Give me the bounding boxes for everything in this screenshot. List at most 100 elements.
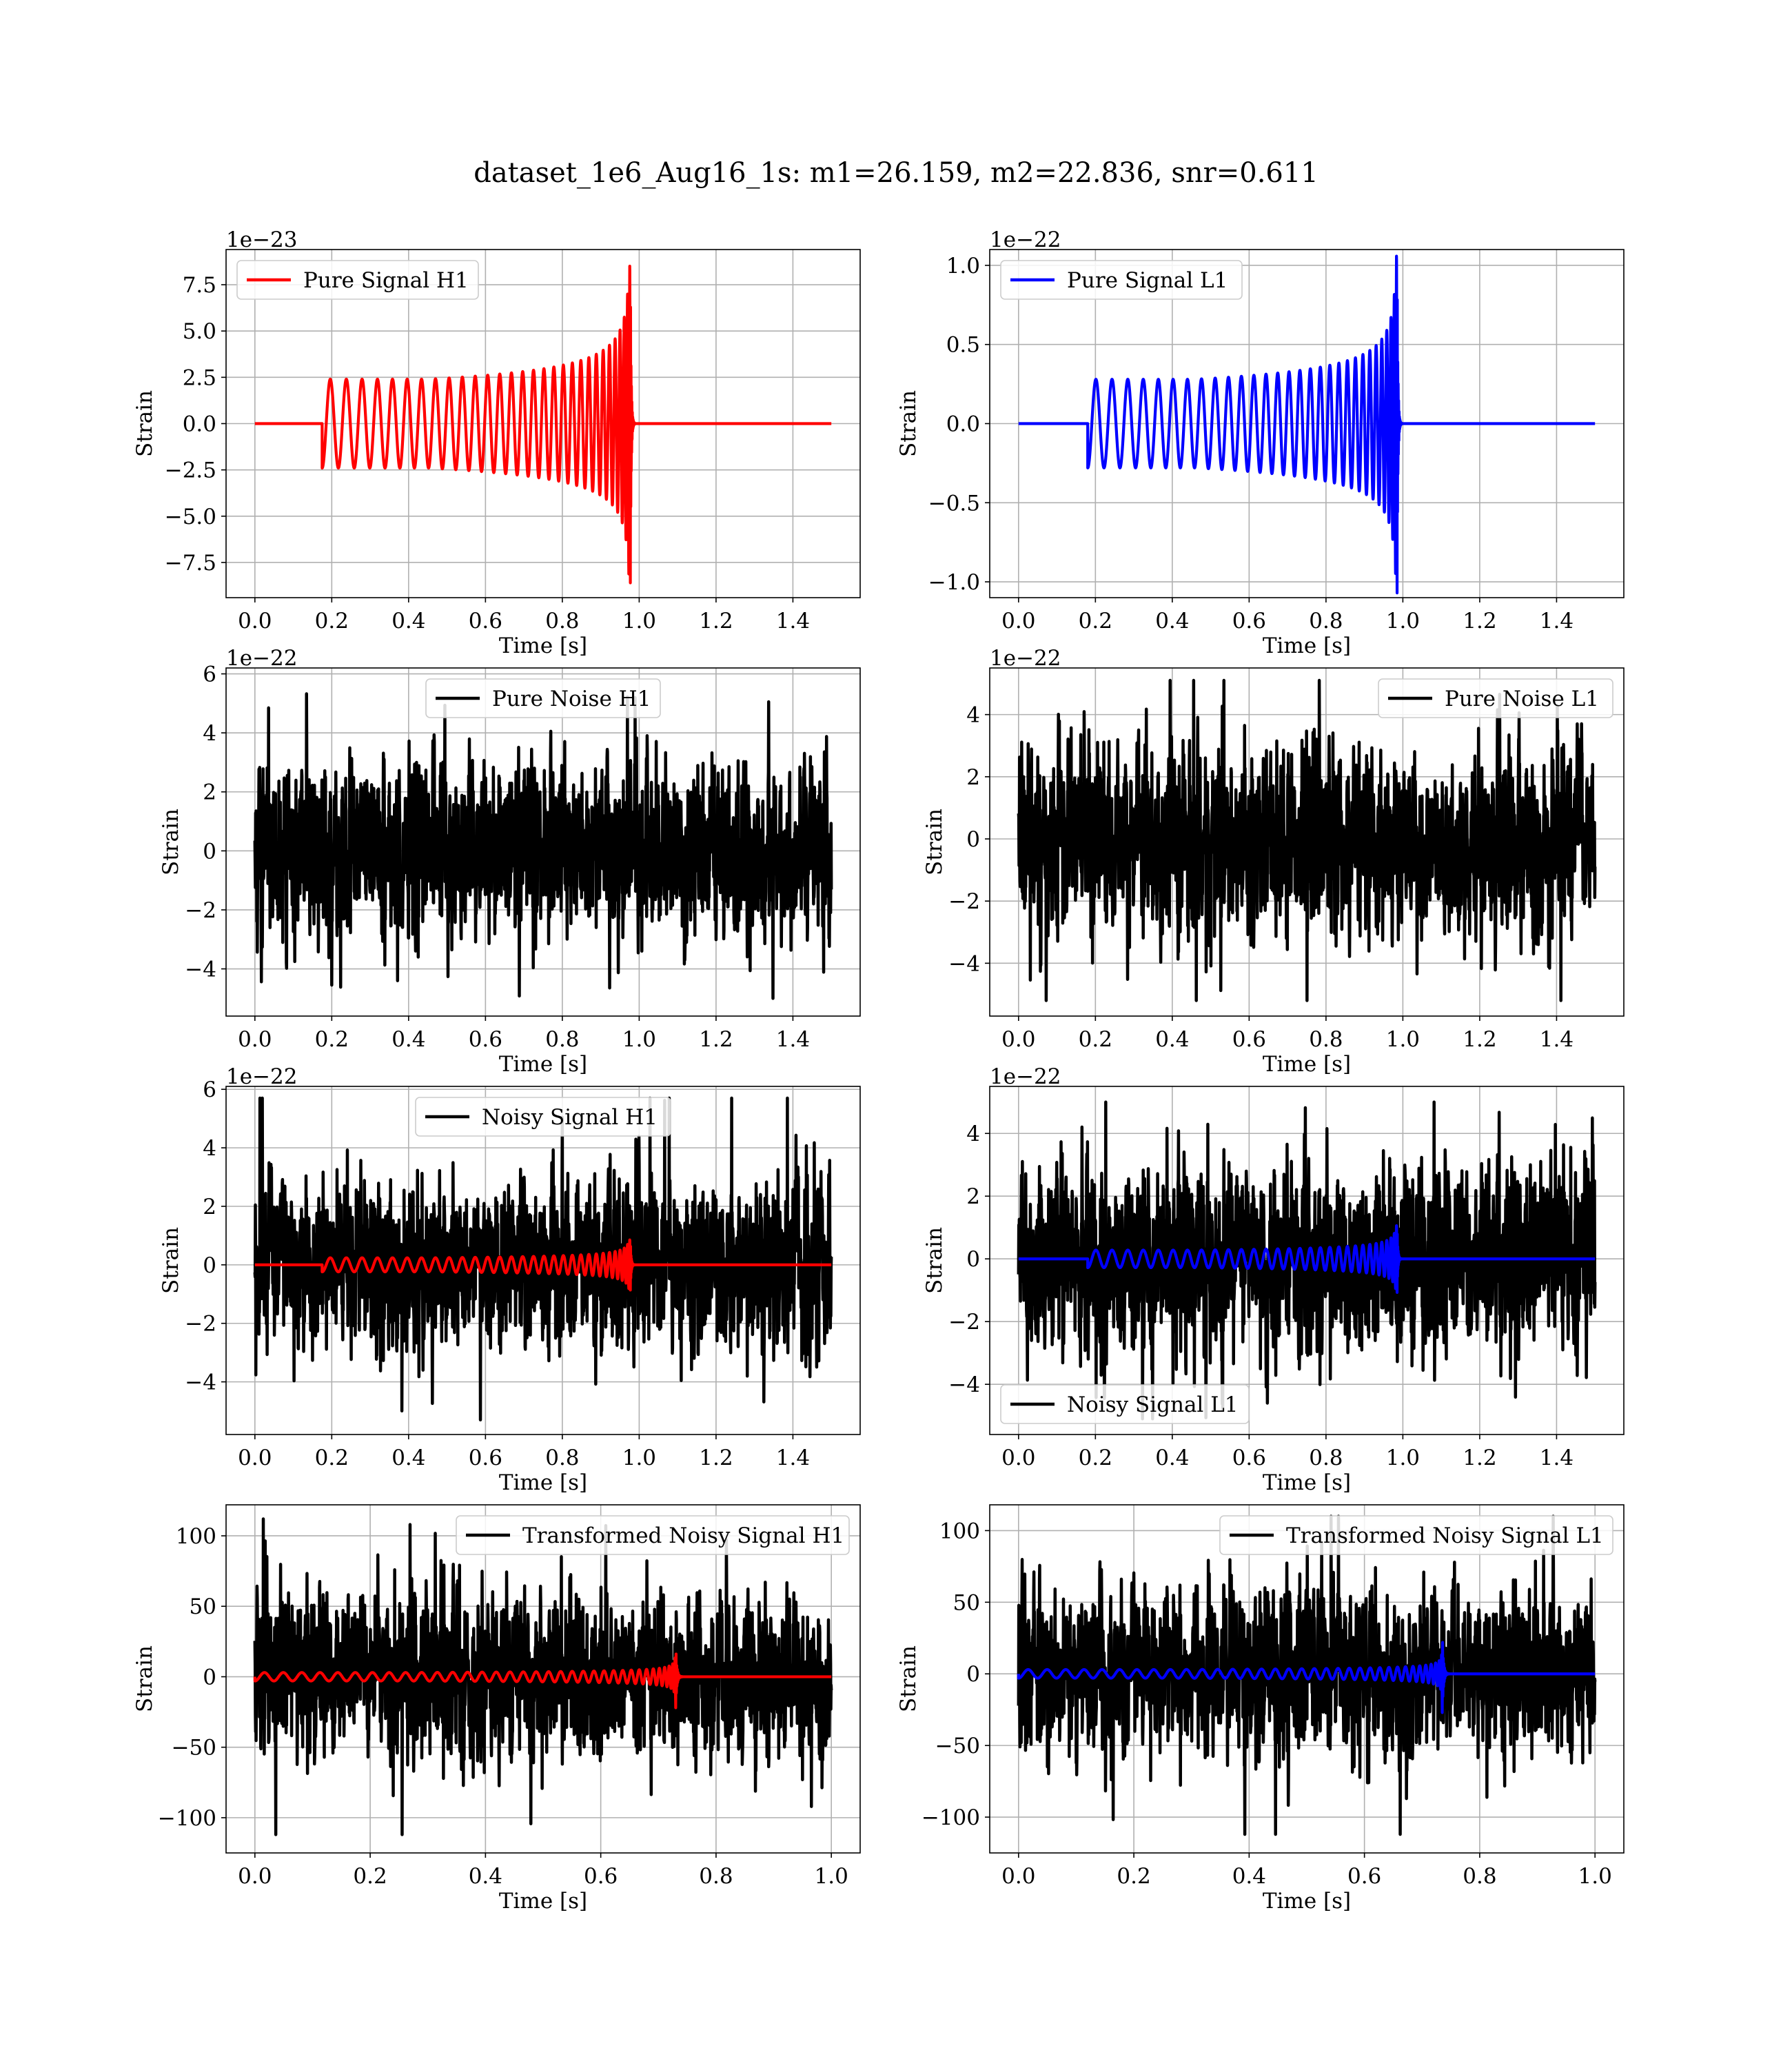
- legend-label: Transformed Noisy Signal H1: [522, 1523, 844, 1548]
- y-axis-label: Strain: [132, 1645, 157, 1712]
- y-tick-label: 0: [203, 1665, 216, 1690]
- axis-offset-text: 1e−22: [990, 1064, 1061, 1089]
- x-tick-label: 1.0: [1578, 1864, 1612, 1889]
- chart-noisy-signal-h1: 0.0 0.2 0.4 0.6 0.8 1.0 1.2 1.4 6 4 2 0 −2 −4 Time [s]…: [159, 1064, 861, 1495]
- series-line-pure-signal-l1: [1018, 254, 1596, 595]
- axes-frame: [989, 1504, 1625, 1854]
- x-tick-label: 1.4: [1540, 1027, 1574, 1052]
- chart-pure-signal-l1: 0.0 0.2 0.4 0.6 0.8 1.0 1.2 1.4 1.0 0.5 0.0 −0.5 −1.…: [896, 227, 1625, 658]
- x-tick-label: 0.0: [1001, 1446, 1035, 1470]
- x-tick-label: 0.8: [1463, 1864, 1496, 1889]
- y-tick-label: −2: [185, 898, 216, 923]
- x-tick-label: 0.4: [391, 1446, 425, 1470]
- x-tick-label: 0.8: [1309, 1446, 1343, 1470]
- x-tick-label: 0.2: [315, 609, 349, 633]
- y-tick-label: 0: [966, 1662, 980, 1687]
- x-tick-label: 0.2: [353, 1864, 387, 1889]
- y-tick-label: −0.5: [928, 491, 980, 516]
- x-tick-label: 0.6: [1232, 1027, 1266, 1052]
- y-tick-label: 100: [939, 1519, 980, 1543]
- x-tick-label: 0.4: [1155, 609, 1189, 633]
- chart-transformed-noisy-signal-l1: 0.0 0.2 0.4 0.6 0.8 1.0 100 50 0 −50 −100 Time [s] S…: [896, 1504, 1625, 1914]
- series-line-chirp-overlay: [254, 1238, 832, 1292]
- y-tick-label: −2.5: [165, 458, 216, 483]
- y-tick-label: 0.5: [946, 333, 980, 358]
- legend: Pure Signal L1: [1000, 260, 1243, 300]
- legend-box: [456, 1515, 850, 1555]
- y-tick-label: 0: [203, 839, 216, 864]
- y-tick-label: 2.5: [183, 365, 216, 390]
- y-tick-label: 50: [190, 1594, 216, 1619]
- series-line-pure-noise-l1: [1017, 678, 1597, 1002]
- x-tick-label: 1.0: [622, 1446, 656, 1470]
- y-tick-label: 6: [203, 1077, 216, 1102]
- y-tick-label: 4: [966, 1122, 980, 1146]
- legend-box: [1378, 678, 1613, 718]
- legend: Pure Noise H1: [425, 678, 661, 718]
- legend-label: Pure Signal H1: [303, 268, 469, 293]
- x-tick-label: 1.0: [1386, 1446, 1420, 1470]
- y-tick-label: −100: [158, 1806, 216, 1831]
- y-tick-label: −4: [948, 951, 980, 976]
- y-tick-label: −50: [172, 1736, 216, 1761]
- y-tick-label: 4: [203, 1136, 216, 1161]
- x-tick-label: 0.0: [238, 1446, 272, 1470]
- x-tick-label: 1.2: [1463, 1027, 1496, 1052]
- x-axis-label: Time [s]: [1263, 1889, 1351, 1914]
- x-axis-label: Time [s]: [499, 1889, 587, 1914]
- x-tick-label: 1.2: [699, 1027, 733, 1052]
- x-tick-label: 0.2: [315, 1446, 349, 1470]
- axes-frame: [989, 1086, 1625, 1435]
- y-tick-label: 7.5: [183, 273, 216, 298]
- y-tick-label: 100: [176, 1524, 216, 1549]
- x-tick-label: 0.2: [1079, 1027, 1112, 1052]
- series-line-chirp-overlay: [253, 1652, 832, 1710]
- x-tick-label: 1.2: [699, 609, 733, 633]
- y-tick-label: −4: [185, 957, 216, 982]
- y-tick-label: 5.0: [183, 319, 216, 344]
- legend: Pure Noise L1: [1378, 678, 1613, 718]
- y-tick-label: 4: [966, 703, 980, 728]
- x-tick-label: 1.2: [1463, 609, 1496, 633]
- legend-label: Transformed Noisy Signal L1: [1286, 1523, 1604, 1548]
- axis-offset-text: 1e−22: [226, 646, 298, 671]
- legend: Transformed Noisy Signal H1: [456, 1515, 850, 1555]
- y-axis-label: Strain: [896, 390, 921, 457]
- x-tick-label: 0.0: [1001, 1027, 1035, 1052]
- x-tick-label: 1.2: [1463, 1446, 1496, 1470]
- y-tick-label: −100: [922, 1805, 980, 1830]
- legend-box: [236, 260, 479, 300]
- legend-box: [415, 1097, 671, 1137]
- x-tick-label: 0.8: [1309, 1027, 1343, 1052]
- y-tick-label: 0: [966, 1247, 980, 1272]
- chart-pure-noise-l1: 0.0 0.2 0.4 0.6 0.8 1.0 1.2 1.4 4 2 0 −2 −4 Time [s] S…: [922, 646, 1625, 1077]
- y-tick-label: −2: [948, 889, 980, 914]
- legend-label: Noisy Signal H1: [482, 1105, 658, 1130]
- x-axis-label: Time [s]: [499, 1052, 587, 1077]
- y-tick-label: 6: [203, 662, 216, 687]
- axis-offset-text: 1e−22: [226, 1064, 298, 1089]
- x-tick-label: 1.2: [699, 1446, 733, 1470]
- series-line-transformed-noisy-signal-l1: [1017, 1514, 1597, 1836]
- x-tick-label: 0.6: [584, 1864, 618, 1889]
- y-tick-label: 4: [203, 721, 216, 746]
- chart-pure-noise-h1: 0.0 0.2 0.4 0.6 0.8 1.0 1.2 1.4 6 4 2 0 −2 −4 Time [s]…: [159, 646, 861, 1077]
- chart-transformed-noisy-signal-h1: 0.0 0.2 0.4 0.6 0.8 1.0 100 50 0 −50 −100 Time [s] S…: [132, 1504, 861, 1914]
- axis-offset-text: 1e−22: [990, 227, 1061, 252]
- x-tick-label: 0.6: [469, 609, 502, 633]
- y-tick-label: −4: [948, 1372, 980, 1397]
- y-tick-label: −50: [935, 1734, 980, 1758]
- y-tick-label: 2: [203, 1195, 216, 1219]
- x-tick-label: 0.6: [469, 1446, 502, 1470]
- legend: Pure Signal H1: [236, 260, 479, 300]
- x-axis-label: Time [s]: [1263, 633, 1351, 658]
- legend-box: [1219, 1515, 1613, 1555]
- x-axis-label: Time [s]: [499, 633, 587, 658]
- x-tick-label: 1.4: [1540, 609, 1574, 633]
- axis-offset-text: 1e−23: [226, 227, 298, 252]
- x-tick-label: 1.0: [1386, 1027, 1420, 1052]
- x-tick-label: 0.0: [1001, 1864, 1035, 1889]
- y-axis-label: Strain: [159, 1227, 183, 1294]
- x-tick-label: 1.4: [776, 1027, 810, 1052]
